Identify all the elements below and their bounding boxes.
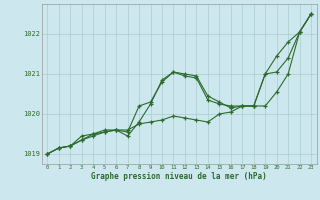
- X-axis label: Graphe pression niveau de la mer (hPa): Graphe pression niveau de la mer (hPa): [91, 172, 267, 181]
